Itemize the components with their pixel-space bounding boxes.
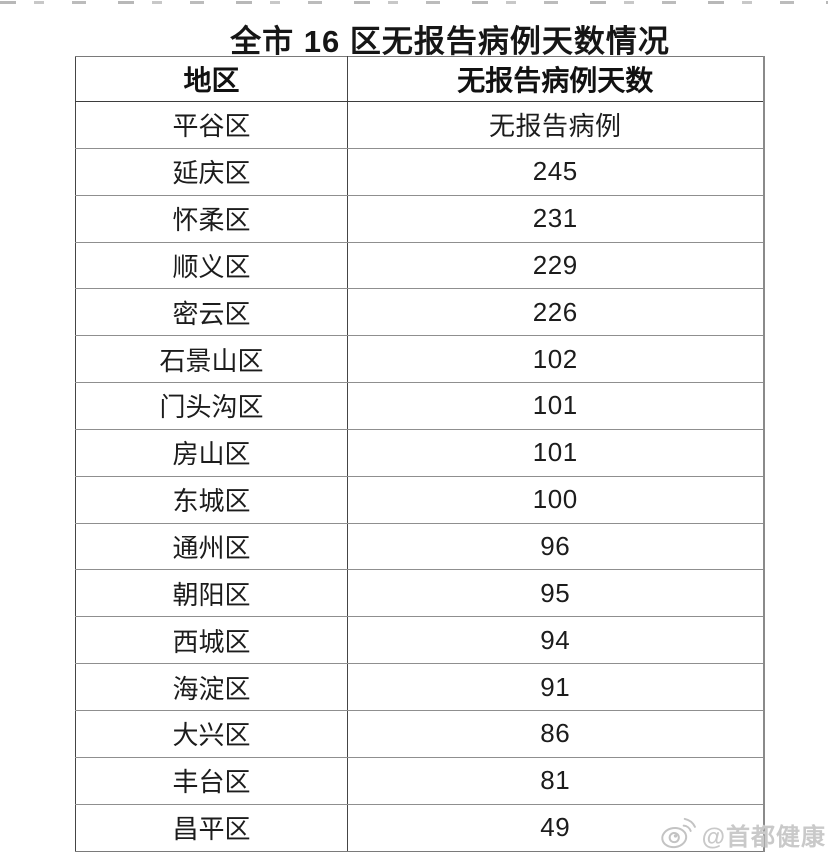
days-cell: 100 bbox=[347, 475, 765, 524]
district-cell: 房山区 bbox=[75, 428, 348, 477]
header-row: 地区 无报告病例天数 bbox=[75, 56, 765, 102]
district-column-header: 地区 bbox=[75, 56, 348, 102]
table-row: 顺义区 229 bbox=[75, 241, 765, 290]
no-case-days-table: 地区 无报告病例天数 平谷区 无报告病例 延庆区 245 怀柔区 231 顺义区… bbox=[75, 56, 765, 852]
days-cell: 96 bbox=[347, 522, 765, 571]
days-cell: 245 bbox=[347, 147, 765, 196]
district-cell: 大兴区 bbox=[75, 709, 348, 758]
days-column-header: 无报告病例天数 bbox=[347, 56, 765, 102]
days-cell: 86 bbox=[347, 709, 765, 758]
district-cell: 石景山区 bbox=[75, 335, 348, 384]
district-cell: 丰台区 bbox=[75, 756, 348, 805]
table-row: 海淀区 91 bbox=[75, 663, 765, 711]
days-cell: 49 bbox=[347, 803, 765, 852]
district-cell: 朝阳区 bbox=[75, 569, 348, 618]
district-cell: 门头沟区 bbox=[75, 382, 348, 430]
days-cell: 95 bbox=[347, 569, 765, 618]
days-cell: 91 bbox=[347, 663, 765, 711]
district-cell: 顺义区 bbox=[75, 241, 348, 290]
table-row: 丰台区 81 bbox=[75, 756, 765, 805]
table-row: 延庆区 245 bbox=[75, 147, 765, 196]
table-row: 平谷区 无报告病例 bbox=[75, 101, 765, 149]
page-title: 全市 16 区无报告病例天数情况 bbox=[230, 24, 670, 59]
table-row: 昌平区 49 bbox=[75, 803, 765, 852]
table-row: 密云区 226 bbox=[75, 288, 765, 337]
days-cell: 81 bbox=[347, 756, 765, 805]
table-row: 房山区 101 bbox=[75, 428, 765, 477]
district-cell: 通州区 bbox=[75, 522, 348, 571]
days-cell: 94 bbox=[347, 616, 765, 665]
district-cell: 东城区 bbox=[75, 475, 348, 524]
days-cell: 101 bbox=[347, 382, 765, 430]
table-row: 石景山区 102 bbox=[75, 335, 765, 384]
district-cell: 海淀区 bbox=[75, 663, 348, 711]
table-row: 门头沟区 101 bbox=[75, 382, 765, 430]
district-cell: 昌平区 bbox=[75, 803, 348, 852]
table-row: 怀柔区 231 bbox=[75, 194, 765, 243]
cropped-text-artifact bbox=[0, 1, 828, 4]
district-cell: 密云区 bbox=[75, 288, 348, 337]
days-cell: 102 bbox=[347, 335, 765, 384]
district-cell: 平谷区 bbox=[75, 101, 348, 149]
days-cell: 231 bbox=[347, 194, 765, 243]
district-cell: 怀柔区 bbox=[75, 194, 348, 243]
district-cell: 延庆区 bbox=[75, 147, 348, 196]
table-row: 东城区 100 bbox=[75, 475, 765, 524]
table-row: 大兴区 86 bbox=[75, 709, 765, 758]
days-cell: 101 bbox=[347, 428, 765, 477]
days-cell: 229 bbox=[347, 241, 765, 290]
days-cell: 226 bbox=[347, 288, 765, 337]
table-row: 朝阳区 95 bbox=[75, 569, 765, 618]
days-cell: 无报告病例 bbox=[347, 101, 765, 149]
table-row: 通州区 96 bbox=[75, 522, 765, 571]
district-cell: 西城区 bbox=[75, 616, 348, 665]
table-row: 西城区 94 bbox=[75, 616, 765, 665]
